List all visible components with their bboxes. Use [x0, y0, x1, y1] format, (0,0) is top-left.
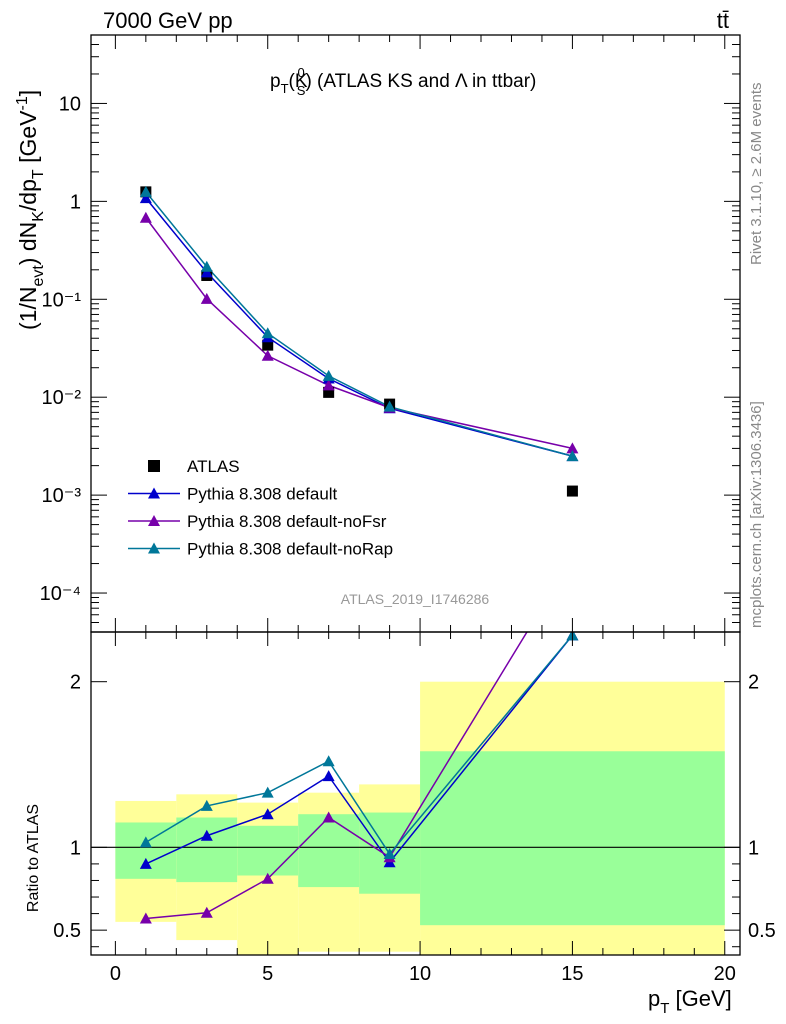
ratio-marker-series-0	[139, 857, 152, 869]
inner-band-1	[176, 817, 238, 883]
inner-band-2	[237, 825, 299, 876]
main-line-series-2	[145, 217, 573, 450]
ratio-y-axis-label: Ratio to ATLAS	[25, 804, 42, 912]
x-tick-label: 5	[262, 963, 273, 985]
main-y-tick-label: 10⁻¹	[42, 289, 82, 311]
legend: ATLAS Pythia 8.308 default Pythia 8.308 de…	[128, 457, 393, 559]
ratio-line-series-2	[145, 634, 573, 856]
main-marker-series-2	[200, 292, 213, 304]
ratio-marker-series-2	[261, 786, 274, 798]
main-y-tick-label: 10⁻²	[42, 387, 82, 409]
process-label: tt̄	[717, 8, 729, 33]
main-marker-series-2	[139, 211, 152, 223]
ratio-frame	[90, 631, 741, 956]
rivet-version-label: Rivet 3.1.10, ≥ 2.6M events	[748, 83, 765, 266]
main-marker-series-3	[261, 327, 274, 339]
legend-marker-atlas	[148, 460, 160, 472]
ratio-y-tick-label-right: 2	[748, 672, 759, 694]
ratio-y-tick-label-right: 1	[748, 837, 759, 859]
ratio-marker-series-0	[322, 770, 335, 782]
ratio-y-tick-label-left: 0.5	[53, 920, 81, 942]
ratio-uncertainty-bands	[115, 681, 725, 955]
inner-band-0	[115, 822, 177, 879]
legend-marker	[148, 487, 160, 499]
ratio-marker-series-1	[200, 906, 213, 918]
x-axis-label: pT [GeV]	[648, 986, 732, 1017]
x-tick-label: 10	[409, 963, 431, 985]
main-marker-series-1	[200, 266, 213, 278]
main-y-tick-label: 10⁻³	[42, 485, 82, 507]
ratio-y-tick-label-left: 2	[70, 672, 81, 694]
main-line-series-3	[145, 191, 573, 457]
main-marker-series-3	[383, 400, 396, 412]
main-y-tick-label: 10	[59, 93, 81, 115]
analysis-id: ATLAS_2019_I1746286	[341, 591, 490, 607]
main-marker-series-2	[261, 349, 274, 361]
main-marker-series-3	[139, 185, 152, 197]
energy-label: 7000 GeV pp	[103, 8, 233, 33]
legend-label: Pythia 8.308 default-noFsr	[187, 512, 387, 531]
mcplots-label: mcplots.cern.ch [arXiv:1306.3436]	[748, 401, 765, 628]
ratio-marker-series-2	[322, 755, 335, 767]
ratio-y-tick-label-right: 0.5	[748, 920, 776, 942]
ratio-marker-series-1	[322, 811, 335, 823]
ratio-marker-series-0	[200, 829, 213, 841]
legend-marker	[148, 542, 160, 554]
legend-label: ATLAS	[187, 457, 240, 476]
main-plot-series	[139, 185, 579, 497]
x-tick-label: 15	[561, 963, 583, 985]
atlas-data-point	[566, 485, 578, 497]
legend-marker	[148, 515, 160, 526]
ratio-marker-series-2	[383, 847, 396, 859]
x-tick-label: 0	[110, 963, 121, 985]
atlas-data-point	[262, 339, 274, 351]
plot-axes: 0 5 10 15 20 10⁻⁴ 10⁻³ 10⁻² 10⁻¹ 1 10 0.5 0.5 1 1 2 2	[40, 34, 776, 985]
ratio-marker-series-2	[139, 836, 152, 848]
inner-band-3	[298, 814, 360, 888]
legend-label: Pythia 8.308 default-noRap	[187, 540, 393, 559]
main-y-tick-label: 10⁻⁴	[40, 583, 81, 605]
main-marker-series-3	[200, 260, 213, 272]
main-marker-series-2	[322, 379, 335, 391]
ratio-plot-series	[139, 632, 579, 924]
ratio-marker-series-0	[261, 808, 274, 820]
main-marker-series-3	[322, 369, 335, 381]
x-tick-label: 20	[714, 963, 736, 985]
main-marker-series-3	[566, 450, 579, 462]
ratio-marker-series-2	[200, 799, 213, 811]
ratio-y-tick-label-left: 1	[70, 837, 81, 859]
inner-band-5	[420, 751, 725, 926]
ratio-line-series-0	[145, 634, 574, 865]
main-marker-series-2	[566, 442, 579, 454]
legend-label: Pythia 8.308 default	[187, 485, 338, 504]
ratio-marker-series-1	[139, 912, 152, 924]
main-y-tick-label: 1	[70, 191, 81, 213]
main-line-series-1	[145, 197, 573, 457]
ratio-line-series-1	[145, 632, 528, 920]
main-marker-series-1	[139, 192, 152, 204]
main-plot-title: pT(K0 S) (ATLAS KS and Λ in ttbar)	[270, 65, 536, 98]
ratio-marker-series-1	[261, 872, 274, 884]
atlas-data-point	[323, 386, 335, 398]
